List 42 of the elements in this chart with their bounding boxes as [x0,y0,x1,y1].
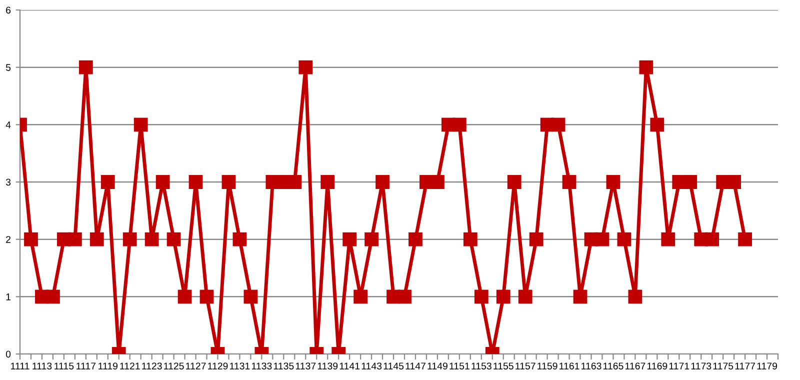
x-tick-label: 1161 [560,362,580,370]
x-tick-label: 1123 [142,362,162,370]
x-tick-label: 1159 [538,362,558,370]
x-tick-label: 1127 [186,362,206,370]
y-tick-label: 6 [6,6,11,14]
x-tick-label: 1133 [252,362,272,370]
x-tick-label: 1141 [340,362,360,370]
x-tick-label: 1155 [494,362,514,370]
x-tick-label: 1135 [274,362,294,370]
x-tick-label: 1147 [406,362,426,370]
x-tick-label: 1121 [120,362,140,370]
x-tick-label: 1177 [735,362,756,370]
x-tick-label: 1131 [230,362,250,370]
x-tick-label: 1139 [318,362,338,370]
y-tick-label: 2 [6,236,10,243]
x-tick-label: 1165 [604,362,624,370]
x-tick-label: 1169 [647,362,668,370]
y-tick-label: 5 [6,64,11,71]
x-tick-label: 1113 [32,362,52,370]
y-tick-label: 0 [6,350,11,358]
x-tick-label: 1119 [98,362,118,370]
y-tick-label: 4 [6,122,11,128]
y-tick-label: 1 [6,294,10,300]
x-tick-label: 1145 [384,362,404,370]
x-tick-label: 1111 [11,362,30,370]
x-tick-label: 1151 [450,362,470,370]
x-tick-label: 1117 [76,362,96,370]
x-tick-label: 1129 [208,362,228,370]
x-tick-label: 1143 [362,362,382,370]
x-tick-label: 1125 [164,362,184,370]
x-tick-label: 1179 [757,362,778,370]
x-tick-label: 1171 [669,362,690,370]
x-tick-label: 1163 [582,362,602,370]
x-tick-label: 1149 [428,362,448,370]
x-tick-label: 1153 [472,362,492,370]
x-tick-label: 1157 [516,362,536,370]
x-tick-label: 1167 [625,362,646,370]
x-tick-label: 1115 [54,362,74,370]
x-tick-label: 1137 [296,362,316,370]
x-tick-label: 1175 [713,362,734,370]
y-tick-label: 3 [6,178,11,186]
x-tick-label: 1173 [691,362,712,370]
